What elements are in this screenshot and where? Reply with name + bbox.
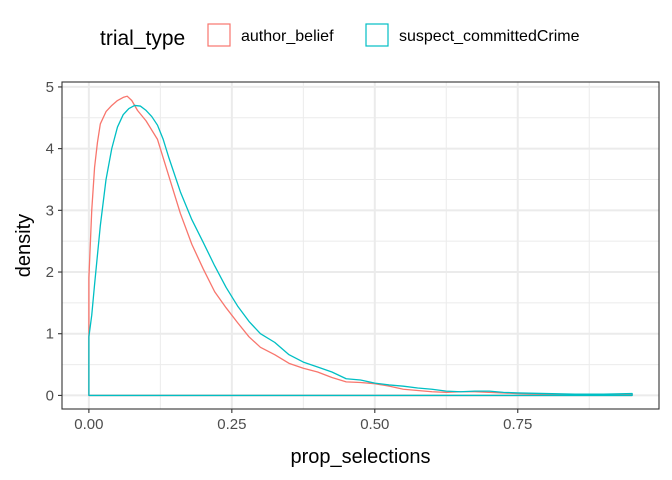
x-tick-label: 0.25 bbox=[217, 416, 246, 433]
panel-border bbox=[61, 81, 660, 410]
legend: trial_type author_belief suspect_committe… bbox=[100, 23, 580, 50]
legend-label-suspect_committedCrime: suspect_committedCrime bbox=[399, 28, 580, 45]
y-tick-label: 3 bbox=[46, 202, 54, 219]
legend-label-author_belief: author_belief bbox=[241, 28, 334, 45]
legend-key-suspect_committedCrime bbox=[365, 23, 389, 47]
series-layer bbox=[88, 95, 633, 397]
x-tick-label: 0.75 bbox=[503, 416, 532, 433]
legend-key-author_belief bbox=[207, 23, 231, 47]
y-tick-label: 0 bbox=[46, 387, 54, 404]
x-tick-label: 0.50 bbox=[360, 416, 389, 433]
series-line-suspect_committedCrime bbox=[88, 104, 633, 397]
grid-minor bbox=[62, 82, 659, 409]
y-axis: 0 1 2 3 4 5 bbox=[46, 79, 62, 404]
series-line-author_belief bbox=[88, 95, 633, 397]
y-tick-label: 2 bbox=[46, 264, 54, 281]
legend-items: author_belief suspect_committedCrime bbox=[207, 23, 580, 47]
y-tick-label: 4 bbox=[46, 141, 54, 158]
y-tick-label: 5 bbox=[46, 79, 54, 96]
x-tick-label: 0.00 bbox=[74, 416, 103, 433]
x-axis: 0.00 0.25 0.50 0.75 bbox=[74, 409, 532, 433]
x-axis-title: prop_selections bbox=[290, 446, 430, 468]
panel-background bbox=[62, 82, 659, 409]
y-tick-label: 1 bbox=[46, 326, 54, 343]
plot-area bbox=[61, 81, 660, 410]
y-axis-title: density bbox=[13, 214, 35, 277]
legend-title: trial_type bbox=[100, 27, 185, 50]
